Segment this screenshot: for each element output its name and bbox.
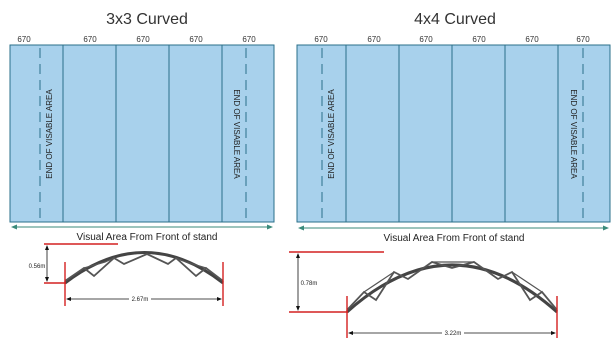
right-curved-truss [346, 261, 558, 314]
right-height-arrow [296, 253, 300, 311]
left-dimension-lines [44, 243, 224, 306]
left-width-5: 670 [242, 35, 256, 44]
right-height-dim: 0.78m [301, 281, 318, 287]
left-width-1: 670 [17, 35, 31, 44]
left-width-3: 670 [136, 35, 150, 44]
right-width-5: 670 [525, 35, 539, 44]
left-width-dim-bg [129, 295, 151, 303]
left-panel-area [9, 44, 275, 223]
left-width-dim: 2.67m [132, 297, 149, 303]
right-edge-label-right: END OF VISABLE AREA [569, 89, 578, 179]
right-width-6: 670 [576, 35, 590, 44]
left-width-2: 670 [83, 35, 97, 44]
right-edge-label-left: END OF VISABLE AREA [327, 89, 336, 179]
right-width-labels: 670 670 670 670 670 670 [314, 35, 590, 44]
left-curved-truss [64, 251, 224, 285]
left-edge-label-left: END OF VISABLE AREA [45, 89, 54, 179]
right-panel-area [296, 44, 611, 223]
left-height-dim: 0.56m [29, 264, 46, 270]
right-width-3: 670 [419, 35, 433, 44]
left-width-4: 670 [189, 35, 203, 44]
right-width-4: 670 [472, 35, 486, 44]
left-width-labels: 670 670 670 670 670 [17, 35, 256, 44]
left-caption-arrow [11, 224, 273, 230]
right-width-2: 670 [367, 35, 381, 44]
left-caption: Visual Area From Front of stand [77, 232, 218, 243]
right-caption-arrow [298, 225, 609, 231]
left-edge-label-right: END OF VISABLE AREA [232, 89, 241, 179]
right-width-dim-bg [442, 329, 464, 337]
right-dimension-lines [289, 251, 558, 338]
right-width-dim: 3.22m [445, 331, 462, 337]
right-caption: Visual Area From Front of stand [384, 233, 525, 244]
right-title: 4x4 Curved [414, 11, 496, 28]
left-height-arrow [45, 245, 49, 282]
right-width-1: 670 [314, 35, 328, 44]
left-title: 3x3 Curved [106, 11, 188, 28]
